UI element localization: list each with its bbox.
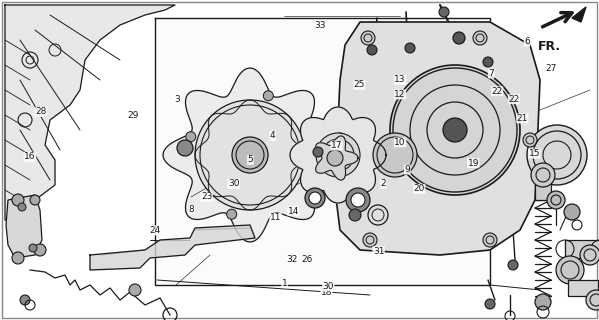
Text: 33: 33 [314, 21, 326, 30]
Text: 12: 12 [395, 90, 406, 99]
Text: 30: 30 [322, 282, 334, 291]
Text: 15: 15 [528, 149, 540, 158]
Text: 21: 21 [517, 114, 528, 123]
Circle shape [313, 147, 323, 157]
Text: 24: 24 [149, 226, 160, 235]
Bar [535, 175, 551, 200]
Polygon shape [155, 18, 490, 285]
Circle shape [483, 233, 497, 247]
Text: 7: 7 [488, 69, 494, 78]
Circle shape [367, 45, 377, 55]
Circle shape [527, 125, 587, 185]
Polygon shape [335, 22, 540, 255]
Text: 10: 10 [394, 138, 406, 147]
Circle shape [531, 163, 555, 187]
Text: 22: 22 [509, 95, 519, 104]
Bar [565, 240, 599, 258]
Circle shape [586, 290, 599, 310]
Circle shape [177, 140, 193, 156]
Text: 20: 20 [414, 184, 425, 193]
Circle shape [333, 133, 347, 147]
Text: FR.: FR. [538, 40, 561, 53]
Text: 8: 8 [189, 205, 195, 214]
Circle shape [453, 32, 465, 44]
Polygon shape [316, 136, 358, 180]
Circle shape [390, 65, 520, 195]
Circle shape [405, 43, 415, 53]
Text: 22: 22 [492, 87, 503, 96]
Circle shape [564, 204, 580, 220]
Text: 16: 16 [24, 152, 36, 161]
Circle shape [439, 7, 449, 17]
Circle shape [535, 294, 551, 310]
Text: 4: 4 [270, 132, 276, 140]
Circle shape [305, 188, 325, 208]
Bar [568, 280, 598, 296]
Polygon shape [6, 195, 42, 258]
Circle shape [580, 245, 599, 265]
Text: 13: 13 [394, 76, 406, 84]
Text: 25: 25 [354, 80, 365, 89]
Circle shape [508, 260, 518, 270]
Text: 23: 23 [201, 192, 212, 201]
Polygon shape [163, 68, 337, 242]
Circle shape [309, 192, 321, 204]
Circle shape [547, 191, 565, 209]
Text: 29: 29 [128, 111, 138, 120]
Circle shape [232, 137, 268, 173]
Circle shape [30, 195, 40, 205]
Text: 17: 17 [331, 141, 343, 150]
Text: 26: 26 [301, 255, 312, 264]
Circle shape [483, 57, 493, 67]
Text: 19: 19 [467, 159, 479, 168]
Text: 14: 14 [288, 207, 299, 216]
Text: 28: 28 [35, 108, 46, 116]
Text: 3: 3 [174, 95, 180, 104]
Text: 9: 9 [404, 165, 410, 174]
Polygon shape [335, 22, 540, 255]
Circle shape [195, 100, 305, 210]
Text: 32: 32 [287, 255, 298, 264]
Circle shape [304, 168, 314, 178]
Circle shape [29, 244, 37, 252]
Polygon shape [5, 5, 175, 220]
Circle shape [186, 132, 196, 142]
Circle shape [129, 284, 141, 296]
Text: 6: 6 [524, 37, 530, 46]
Circle shape [363, 233, 377, 247]
Circle shape [556, 256, 584, 284]
Circle shape [523, 133, 537, 147]
Text: 11: 11 [270, 213, 282, 222]
Polygon shape [290, 107, 386, 203]
Polygon shape [90, 225, 255, 270]
Circle shape [226, 209, 237, 219]
Circle shape [351, 193, 365, 207]
Circle shape [316, 133, 360, 177]
Polygon shape [572, 7, 586, 22]
Circle shape [361, 31, 375, 45]
Circle shape [12, 194, 24, 206]
Circle shape [373, 133, 417, 177]
Circle shape [34, 244, 46, 256]
Text: 31: 31 [373, 247, 385, 256]
Circle shape [327, 150, 343, 166]
Circle shape [473, 31, 487, 45]
Text: 5: 5 [247, 156, 253, 164]
Circle shape [12, 252, 24, 264]
Text: 18: 18 [320, 288, 332, 297]
Circle shape [346, 188, 370, 212]
Text: 27: 27 [546, 64, 556, 73]
Circle shape [18, 203, 26, 211]
Circle shape [485, 299, 495, 309]
Circle shape [264, 91, 273, 101]
Circle shape [349, 209, 361, 221]
Text: 30: 30 [228, 180, 240, 188]
Circle shape [443, 118, 467, 142]
Circle shape [20, 295, 30, 305]
Text: 1: 1 [282, 279, 288, 288]
Text: 2: 2 [380, 180, 386, 188]
